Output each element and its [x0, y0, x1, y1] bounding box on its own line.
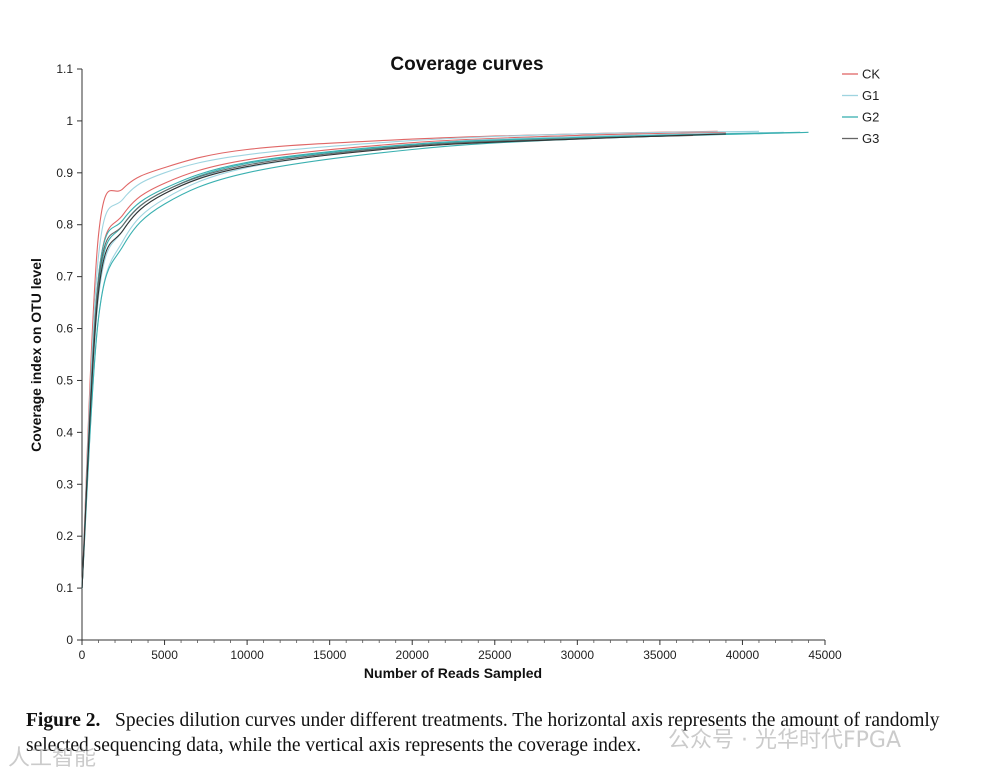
x-tick-label: 5000 — [151, 648, 178, 662]
x-tick-label: 30000 — [561, 648, 595, 662]
series-line-g2 — [81, 131, 801, 589]
y-tick-label: 1.1 — [56, 62, 73, 76]
y-tick-label: 1 — [66, 114, 73, 128]
caption-label: Figure 2. — [26, 710, 101, 731]
legend-label-g3: G3 — [862, 131, 879, 146]
x-tick-label: 25000 — [478, 648, 512, 662]
series-line-g1 — [81, 131, 784, 589]
series-line-g3 — [81, 133, 726, 589]
series-line-ck — [81, 131, 726, 589]
figure-caption: Figure 2. Species dilution curves under … — [26, 708, 976, 758]
legend: CK G1 G2 G3 — [842, 67, 880, 146]
x-ticks: 0 5000 10000 15000 20000 25000 30000 35000 40000… — [79, 640, 842, 662]
watermark-left: 人工智能 — [8, 746, 97, 771]
legend-label-g1: G1 — [862, 88, 879, 103]
x-tick-label: 35000 — [643, 648, 677, 662]
x-tick-label: 15000 — [313, 648, 347, 662]
caption-text: Species dilution curves under different … — [26, 710, 940, 756]
y-tick-label: 0.5 — [56, 373, 73, 387]
series-line-g2 — [81, 132, 751, 589]
y-axis-title: Coverage index on OTU level — [28, 258, 44, 452]
y-tick-label: 0 — [66, 633, 73, 647]
y-tick-label: 0.9 — [56, 166, 73, 180]
x-tick-label: 40000 — [726, 648, 760, 662]
legend-label-g2: G2 — [862, 110, 879, 125]
y-tick-label: 0.4 — [56, 425, 73, 439]
y-tick-label: 0.7 — [56, 270, 73, 284]
series-line-g2 — [81, 131, 809, 589]
x-axis-title: Number of Reads Sampled — [364, 665, 542, 681]
series-lines — [81, 130, 809, 589]
y-tick-label: 0.8 — [56, 218, 73, 232]
y-tick-label: 0.1 — [56, 581, 73, 595]
y-tick-label: 0.2 — [56, 529, 73, 543]
chart-title: Coverage curves — [390, 54, 543, 75]
y-tick-label: 0.6 — [56, 322, 73, 336]
legend-label-ck: CK — [862, 67, 880, 82]
watermark-right: 公众号 · 光华时代FPGA — [668, 728, 901, 753]
x-tick-label: 20000 — [396, 648, 430, 662]
x-tick-label: 0 — [79, 648, 86, 662]
series-line-g1 — [81, 130, 760, 589]
y-tick-label: 0.3 — [56, 477, 73, 491]
x-tick-label: 45000 — [808, 648, 842, 662]
coverage-chart: Coverage curves 0 0.1 0.2 0.3 0.4 0.5 0.6 0.7 0.… — [28, 54, 880, 681]
series-line-ck — [81, 130, 718, 589]
x-tick-label: 10000 — [230, 648, 264, 662]
series-line-g3 — [81, 134, 693, 589]
y-ticks: 0 0.1 0.2 0.3 0.4 0.5 0.6 0.7 0.8 0.9 1 1.1 — [56, 62, 82, 647]
series-line-g1 — [81, 133, 710, 589]
